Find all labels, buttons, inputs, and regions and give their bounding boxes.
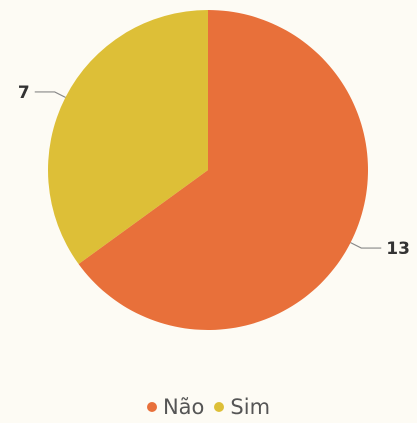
legend-label-sim: Sim — [230, 395, 271, 419]
pie-slice-sim[interactable] — [47, 10, 209, 265]
legend-item-sim[interactable]: Sim — [214, 395, 270, 419]
leader-line-1 — [34, 91, 66, 98]
legend-item-nao[interactable]: Não — [146, 395, 205, 419]
pie-slice-nao[interactable] — [78, 10, 368, 330]
data-label-0: 13 — [386, 239, 410, 259]
legend-swatch-nao — [146, 402, 157, 412]
legend-swatch-sim — [214, 402, 225, 412]
chart-legend: Não Sim — [0, 395, 417, 419]
data-label-1: 7 — [18, 83, 30, 103]
leader-line-0 — [350, 242, 382, 249]
legend-label-nao: Não — [162, 395, 205, 419]
